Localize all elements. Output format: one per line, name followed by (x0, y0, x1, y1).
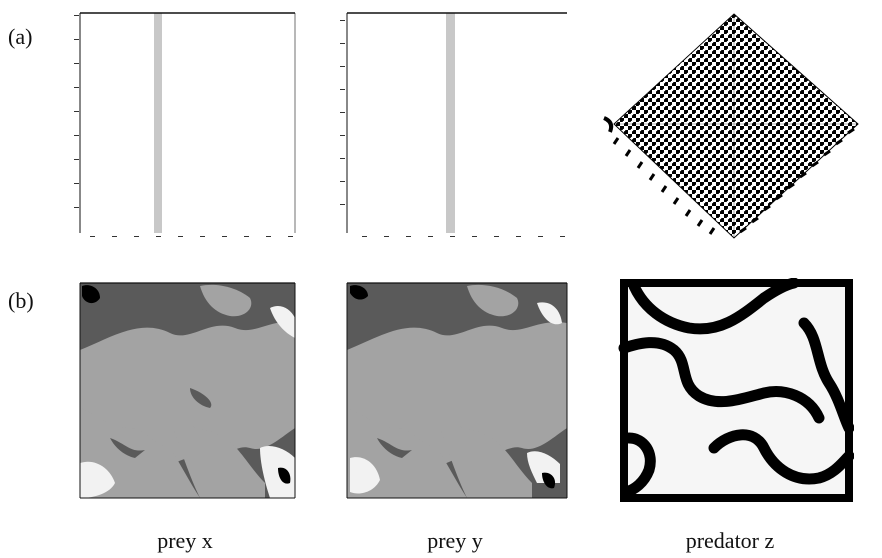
panel-b-prey-x (50, 278, 300, 518)
row-label-b: (b) (8, 288, 34, 313)
axis-ticks (340, 20, 565, 237)
caption-prey-x: prey x (157, 528, 213, 553)
axis-ticks (74, 15, 293, 237)
row-label-a: (a) (8, 24, 33, 49)
caption-prey-y: prey y (427, 528, 483, 553)
panel-a-prey-x-plot (74, 12, 296, 237)
panel-a-prey-y-plot (340, 12, 567, 237)
stripe (446, 13, 455, 233)
edge-ticks (612, 127, 855, 235)
caption-predator-z: predator z (685, 528, 775, 553)
stripe (154, 13, 162, 233)
panel-a-diamond (596, 6, 866, 246)
prey-y-domain-map (346, 282, 568, 499)
predator-density-map (618, 278, 854, 502)
prey-x-domain-map (79, 282, 296, 499)
panel-b-predator-z (604, 278, 854, 518)
panel-b-prey-y (322, 278, 572, 518)
diamond-pattern (603, 13, 859, 239)
panel-a-prey-y (322, 8, 572, 243)
panel-a-prey-x (50, 8, 300, 243)
corner-mark (603, 116, 614, 133)
